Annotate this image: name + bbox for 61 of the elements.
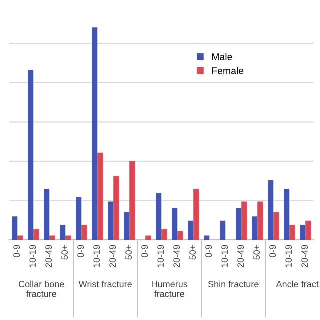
bar (114, 176, 120, 240)
bar (252, 216, 258, 240)
x-tick-label: 10-19 (222, 245, 228, 268)
bar (60, 225, 66, 240)
text: Collar bone fracture (18, 280, 64, 298)
x-tick-label: 10-19 (30, 245, 36, 268)
bar (76, 198, 82, 240)
x-tick-label: 10-19 (94, 245, 100, 268)
text: Wrist fracture (78, 280, 132, 288)
bar (28, 70, 34, 240)
bar (92, 28, 98, 240)
bar (268, 180, 274, 240)
bar (194, 189, 200, 240)
bar (306, 220, 312, 240)
x-tick-label: 20-49 (110, 245, 116, 268)
bar (172, 208, 178, 240)
x-tick-label: 0-9 (14, 245, 20, 258)
x-tick-label: 0-9 (142, 245, 148, 258)
bar (124, 212, 130, 240)
bar (178, 232, 184, 240)
bar (12, 216, 18, 240)
bar (18, 236, 24, 240)
x-tick-label: 0-9 (206, 245, 212, 258)
legend-label: Male (212, 53, 232, 60)
x-tick-label: 20-49 (238, 245, 244, 268)
bar (300, 225, 306, 240)
bar (34, 229, 40, 240)
bar (162, 229, 168, 240)
bar (188, 220, 194, 240)
bar (130, 161, 136, 240)
x-tick-label: 10-19 (286, 245, 292, 268)
bar (220, 220, 226, 240)
bar (258, 202, 264, 240)
text: Humerus fracture (152, 281, 188, 298)
bar (108, 202, 114, 240)
bar (50, 236, 56, 240)
x-tick-label: 10-19 (158, 245, 164, 268)
bar (156, 193, 162, 240)
bar (236, 208, 242, 240)
bar (290, 225, 296, 240)
text: Shin fracture (208, 280, 259, 288)
x-tick-label: 50+ (62, 245, 68, 260)
x-tick-label: 20-49 (174, 245, 180, 268)
bar (44, 189, 50, 240)
x-tick-label: 0-9 (270, 245, 276, 258)
bar (284, 189, 290, 240)
bar (204, 236, 210, 240)
x-tick-label: 20-49 (46, 245, 52, 268)
x-tick-label: 20-49 (302, 245, 308, 268)
bar (274, 212, 280, 240)
x-tick-label: 0-9 (78, 245, 84, 258)
bar (98, 152, 104, 240)
legend-label: Female (212, 67, 244, 74)
bar (242, 202, 248, 240)
bar (82, 225, 88, 240)
bar (66, 236, 72, 240)
text: Ancle fract (276, 280, 319, 288)
x-tick-label: 50+ (190, 245, 196, 260)
x-tick-label: 50+ (126, 245, 132, 260)
x-tick-label: 50+ (254, 245, 260, 260)
bar (146, 236, 152, 240)
